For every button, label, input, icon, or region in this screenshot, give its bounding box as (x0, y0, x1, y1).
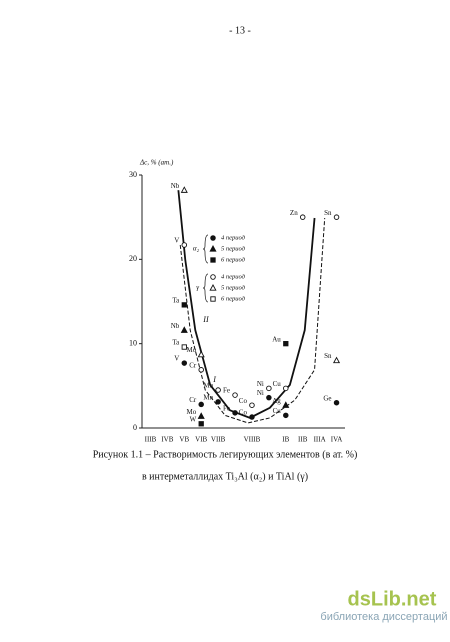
point-label: Sn (324, 209, 332, 217)
point (266, 394, 272, 401)
x-tick-label: IVB (161, 436, 173, 444)
point (209, 245, 217, 252)
x-tick-label: IIIA (314, 436, 326, 444)
point (198, 401, 204, 408)
point-label: Fe (223, 404, 230, 412)
point-label: Mo (186, 408, 196, 416)
point (197, 350, 205, 358)
legend-brace (202, 273, 209, 303)
x-tick-label: VIIB (211, 436, 226, 444)
point (180, 326, 188, 333)
y-tick-label: 10 (129, 338, 137, 347)
point-label: Fe (223, 387, 230, 395)
point (232, 410, 238, 416)
point (209, 284, 217, 291)
legend-group-label: α₂ (193, 245, 200, 253)
point-label: W (190, 415, 197, 423)
point (210, 235, 216, 241)
point (266, 385, 272, 392)
legend-brace (202, 234, 209, 264)
point-label: Ni (257, 380, 264, 388)
x-tick-label: VIB (195, 436, 207, 444)
point-label: Co (239, 397, 248, 405)
x-tick-label: VIIIB (244, 436, 261, 444)
page-number: - 13 - (229, 25, 251, 36)
point (181, 242, 188, 248)
point (249, 402, 255, 408)
point (198, 421, 204, 427)
legend-label: 4 период (221, 234, 246, 241)
x-tick-label: IB (282, 436, 289, 444)
point-label: Ge (323, 394, 331, 402)
point (181, 360, 188, 366)
point (198, 367, 204, 373)
y-tick-label: 20 (129, 254, 137, 263)
point-label: Ni (257, 389, 264, 397)
y-tick-label: 30 (129, 170, 137, 179)
point (333, 399, 340, 406)
legend-group-label: γ (196, 284, 199, 292)
point (210, 257, 216, 263)
watermark-logo: dsLib.net (348, 588, 437, 610)
point (210, 296, 216, 302)
legend-label: 5 период (221, 284, 246, 291)
caption-line: Рисунок 1.1 – Растворимость легирующих э… (93, 449, 358, 460)
point (215, 399, 221, 405)
point (180, 186, 188, 193)
legend-label: 6 период (221, 295, 246, 302)
curve-label: II (202, 315, 209, 324)
curve-label: I (212, 375, 216, 384)
point-label: Au (272, 335, 281, 343)
point (181, 302, 187, 308)
point (332, 356, 341, 364)
point-label: Nb (171, 182, 180, 190)
point (215, 387, 221, 393)
legend-label: 4 период (221, 273, 246, 280)
point-label: Cu (273, 407, 282, 415)
legend-label: 5 период (221, 245, 246, 252)
legend-label: 6 период (221, 256, 246, 263)
point (181, 344, 187, 350)
x-tick-label: IVA (331, 436, 343, 444)
point-label: Co (239, 409, 248, 417)
point-label: Sn (324, 352, 332, 360)
watermark-tagline: библиотека диссертаций (320, 611, 447, 623)
point (283, 341, 289, 347)
point-label: Cr (189, 396, 197, 404)
point (282, 401, 290, 408)
point-label: Ag (272, 397, 281, 405)
point-label: V (174, 237, 179, 245)
point-label: V (174, 355, 179, 363)
point (299, 214, 306, 220)
caption-line: в интерметаллидах Ti₃Al (α₂) и TiAl (γ) (142, 471, 308, 482)
point (283, 412, 289, 419)
point (333, 214, 340, 220)
x-tick-label: VB (179, 436, 189, 444)
curve (177, 190, 316, 419)
point (232, 392, 238, 398)
point (197, 412, 205, 419)
point (283, 385, 289, 392)
point (249, 414, 255, 420)
y-axis-label: Δc, % (ат.) (139, 159, 174, 167)
y-tick-label: 0 (133, 423, 137, 432)
point-label: Ta (172, 296, 180, 304)
point-label: Zn (290, 209, 298, 217)
point-label: Mn (203, 382, 213, 390)
point-label: Cu (273, 380, 282, 388)
point-label: Ta (172, 339, 180, 347)
point-label: Cr (189, 361, 197, 369)
point (210, 274, 216, 280)
point-label: Mn (203, 393, 213, 401)
x-tick-label: IIIB (145, 436, 157, 444)
point-label: Nb (171, 322, 180, 330)
point-label: Mo (186, 346, 196, 354)
x-tick-label: IIB (298, 436, 308, 444)
